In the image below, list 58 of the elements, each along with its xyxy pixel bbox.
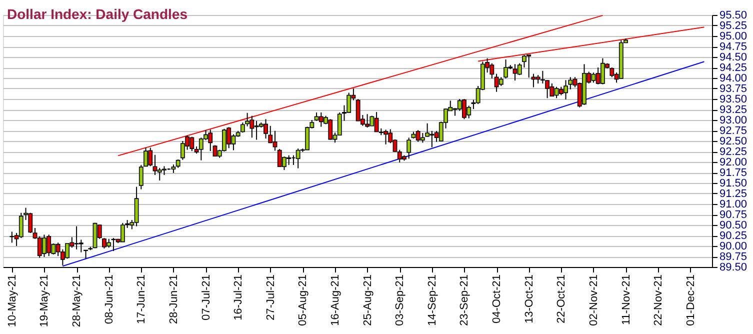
y-tick-label: 89.75 (720, 251, 748, 263)
x-tick-label: 14-Sep-21 (426, 274, 438, 326)
y-tick-label: 94.50 (720, 52, 748, 64)
y-tick-label: 91.50 (720, 178, 748, 190)
x-tick-label: 07-Jul-21 (200, 274, 212, 320)
y-tick-label: 91.25 (720, 188, 748, 200)
y-tick-label: 91.75 (720, 167, 748, 179)
y-tick-label: 89.50 (720, 262, 748, 274)
y-tick-label: 94.00 (720, 72, 748, 84)
y-tick-label: 94.75 (720, 41, 748, 53)
y-tick-label: 92.50 (720, 136, 748, 148)
y-tick-label: 93.75 (720, 83, 748, 95)
x-tick-label: 28-Jun-21 (168, 274, 180, 324)
candlestick (18, 212, 24, 239)
x-tick-label: 16-Jul-21 (232, 274, 245, 320)
y-tick-label: 90.75 (720, 209, 748, 221)
x-tick-label: 22-Nov-21 (652, 274, 665, 326)
x-tick-label: 28-May-21 (71, 274, 84, 328)
candlestick (138, 164, 144, 190)
candlestick (610, 67, 614, 78)
y-tick-label: 90.50 (720, 220, 748, 232)
candlestick (406, 137, 412, 160)
candlestick (10, 231, 14, 244)
y-tick-label: 90.25 (720, 230, 748, 242)
x-tick-label: 22-Oct-21 (556, 274, 568, 324)
y-tick-label: 91.00 (720, 198, 748, 210)
y-tick-label: 95.50 (720, 10, 748, 22)
y-tick-label: 92.75 (720, 125, 748, 137)
x-tick-label: 11-Nov-21 (620, 274, 632, 326)
x-tick-label: 10-May-21 (6, 274, 18, 328)
y-tick-label: 93.50 (720, 94, 748, 106)
x-tick-label: 23-Sep-21 (458, 274, 471, 326)
x-tick-label: 17-Jun-21 (136, 274, 148, 324)
x-tick-label: 27-Jul-21 (264, 274, 277, 320)
y-tick-label: 92.25 (720, 146, 748, 158)
x-tick-label: 16-Aug-21 (330, 274, 342, 326)
candlestick (420, 132, 425, 144)
x-tick-label: 01-Dec-21 (684, 274, 697, 326)
y-tick-label: 94.25 (720, 62, 748, 74)
x-tick-label: 19-May-21 (38, 274, 51, 328)
x-tick-label: 03-Sep-21 (394, 274, 406, 326)
candlestick (240, 122, 245, 134)
x-tick-label: 04-Oct-21 (491, 274, 504, 324)
y-tick-label: 93.25 (720, 104, 748, 116)
chart-title: Dollar Index: Daily Candles (7, 6, 188, 22)
candlestick (425, 122, 430, 138)
candlestick (78, 239, 84, 253)
y-tick-label: 93.00 (720, 114, 748, 126)
y-tick-label: 95.00 (720, 30, 748, 42)
y-tick-label: 90.00 (720, 240, 748, 252)
x-tick-label: 13-Oct-21 (523, 274, 536, 324)
y-tick-label: 92.00 (720, 156, 748, 168)
x-tick-label: 02-Nov-21 (588, 274, 600, 326)
x-tick-label: 25-Aug-21 (362, 274, 374, 326)
candlestick (245, 112, 250, 127)
x-tick-label: 08-Jun-21 (103, 274, 116, 324)
y-tick-label: 95.25 (720, 20, 748, 32)
x-tick-label: 05-Aug-21 (297, 274, 310, 326)
